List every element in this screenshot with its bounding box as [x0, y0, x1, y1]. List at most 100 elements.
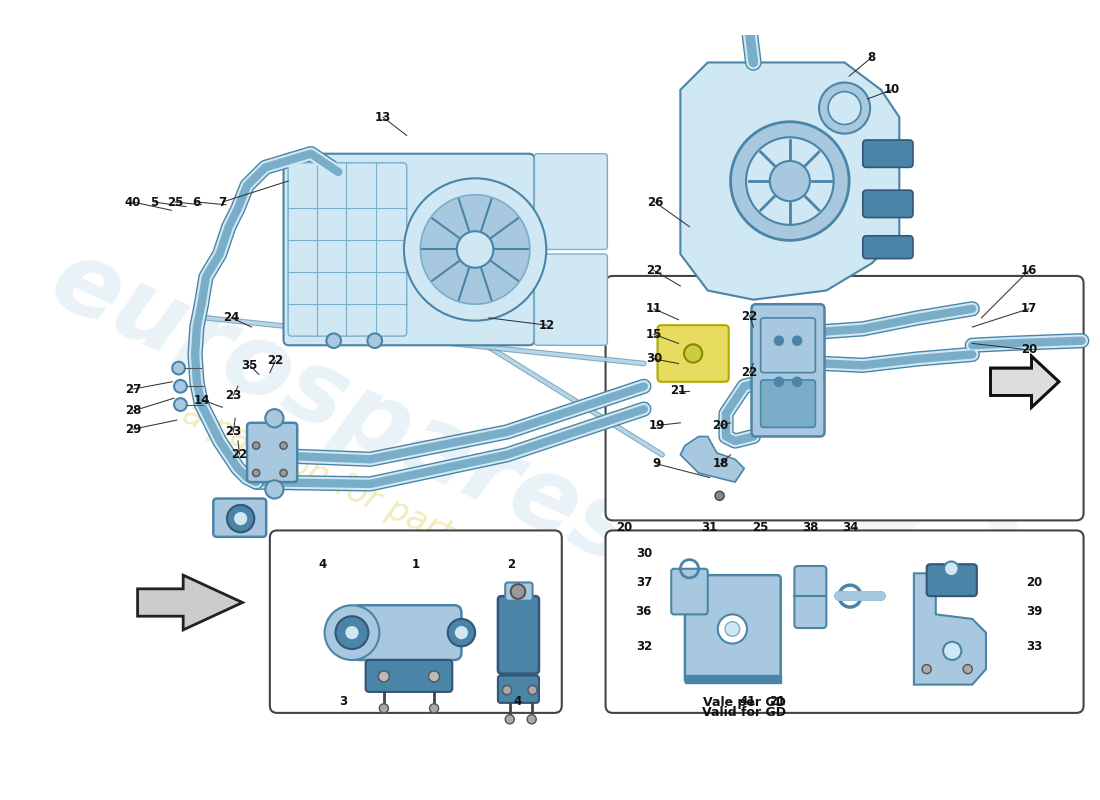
- FancyBboxPatch shape: [606, 276, 1084, 521]
- Text: 985: 985: [730, 387, 1049, 614]
- Text: 38: 38: [802, 522, 818, 534]
- Circle shape: [456, 231, 494, 268]
- FancyBboxPatch shape: [248, 423, 297, 482]
- Text: 28: 28: [124, 405, 141, 418]
- Circle shape: [725, 622, 739, 636]
- FancyBboxPatch shape: [288, 163, 407, 336]
- Circle shape: [964, 665, 972, 674]
- Text: 10: 10: [884, 83, 900, 96]
- Text: 16: 16: [1021, 264, 1037, 277]
- Circle shape: [770, 161, 810, 201]
- Circle shape: [828, 92, 861, 125]
- FancyBboxPatch shape: [862, 236, 913, 258]
- Circle shape: [253, 442, 260, 450]
- Text: 22: 22: [646, 264, 662, 277]
- Circle shape: [454, 626, 469, 640]
- Text: 40: 40: [124, 195, 141, 209]
- FancyBboxPatch shape: [658, 325, 728, 382]
- Text: 29: 29: [124, 422, 141, 436]
- Text: 1: 1: [411, 558, 420, 570]
- Text: 33: 33: [1026, 640, 1043, 653]
- Text: 26: 26: [647, 195, 663, 209]
- Text: 4: 4: [319, 558, 327, 570]
- Text: 22: 22: [232, 448, 248, 462]
- FancyBboxPatch shape: [760, 380, 815, 427]
- Circle shape: [324, 606, 380, 660]
- Circle shape: [379, 704, 388, 713]
- Circle shape: [367, 334, 382, 348]
- Circle shape: [774, 377, 783, 386]
- FancyBboxPatch shape: [213, 498, 266, 537]
- Text: 41: 41: [739, 694, 756, 707]
- Text: 3: 3: [339, 694, 346, 707]
- Circle shape: [173, 362, 185, 374]
- Text: 15: 15: [646, 328, 662, 341]
- Text: eurospares: eurospares: [35, 231, 650, 586]
- Circle shape: [378, 671, 389, 682]
- Text: 25: 25: [167, 195, 184, 209]
- Circle shape: [505, 714, 515, 724]
- Circle shape: [793, 377, 802, 386]
- Text: 12: 12: [539, 318, 556, 332]
- Text: 4: 4: [514, 694, 522, 707]
- Circle shape: [820, 82, 870, 134]
- Circle shape: [718, 614, 747, 643]
- Text: 22: 22: [267, 354, 284, 367]
- Circle shape: [528, 686, 537, 694]
- Text: 21: 21: [769, 694, 785, 707]
- Text: 8: 8: [867, 51, 876, 65]
- FancyBboxPatch shape: [535, 154, 607, 250]
- Circle shape: [265, 480, 284, 498]
- Text: 5: 5: [150, 195, 158, 209]
- FancyBboxPatch shape: [862, 190, 913, 218]
- FancyBboxPatch shape: [751, 304, 825, 437]
- Circle shape: [420, 194, 530, 304]
- Text: 23: 23: [226, 426, 242, 438]
- Text: 30: 30: [636, 546, 652, 560]
- Circle shape: [253, 470, 260, 477]
- Circle shape: [774, 336, 783, 346]
- Text: 13: 13: [375, 110, 392, 124]
- Circle shape: [233, 511, 248, 526]
- FancyBboxPatch shape: [926, 564, 977, 596]
- FancyBboxPatch shape: [365, 660, 452, 692]
- Text: 30: 30: [646, 353, 662, 366]
- Circle shape: [503, 686, 512, 694]
- Text: 31: 31: [702, 522, 717, 534]
- Circle shape: [265, 409, 284, 427]
- Circle shape: [746, 138, 834, 225]
- Text: 7: 7: [219, 195, 227, 209]
- Polygon shape: [681, 437, 745, 482]
- Text: 2: 2: [507, 558, 516, 570]
- Text: 17: 17: [1021, 302, 1037, 315]
- Circle shape: [174, 380, 187, 393]
- FancyBboxPatch shape: [862, 140, 913, 167]
- Polygon shape: [138, 575, 242, 630]
- FancyBboxPatch shape: [535, 254, 607, 346]
- Text: 21: 21: [670, 384, 686, 398]
- Text: 27: 27: [125, 382, 141, 395]
- Polygon shape: [914, 574, 986, 685]
- Circle shape: [510, 584, 526, 599]
- Text: 20: 20: [1021, 343, 1037, 356]
- Text: 14: 14: [195, 394, 210, 406]
- Polygon shape: [990, 356, 1059, 407]
- FancyBboxPatch shape: [284, 154, 535, 346]
- Circle shape: [429, 704, 439, 713]
- Circle shape: [943, 642, 961, 660]
- Circle shape: [279, 442, 287, 450]
- Text: 39: 39: [1026, 605, 1043, 618]
- Text: 18: 18: [713, 458, 728, 470]
- Bar: [685, 675, 781, 682]
- Text: 20: 20: [616, 522, 631, 534]
- Circle shape: [527, 714, 536, 724]
- FancyBboxPatch shape: [270, 530, 562, 713]
- Circle shape: [922, 665, 932, 674]
- Text: 23: 23: [226, 389, 242, 402]
- Text: 36: 36: [636, 605, 652, 618]
- FancyBboxPatch shape: [352, 606, 461, 660]
- FancyBboxPatch shape: [671, 569, 707, 614]
- Text: 25: 25: [752, 522, 769, 534]
- FancyBboxPatch shape: [794, 566, 826, 628]
- FancyBboxPatch shape: [498, 596, 539, 674]
